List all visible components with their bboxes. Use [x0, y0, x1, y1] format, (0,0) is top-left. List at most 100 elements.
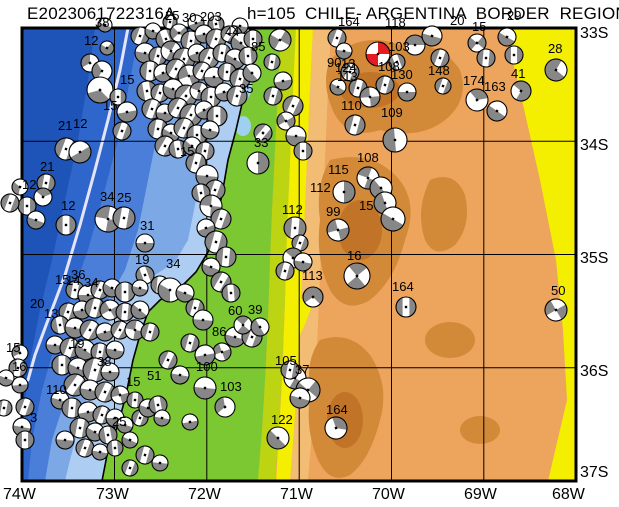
depth-label: 35: [239, 81, 253, 96]
focal-mechanism-beachball: [340, 62, 360, 82]
focal-mechanism-beachball: [434, 77, 452, 95]
focal-mechanism-beachball: [430, 48, 450, 68]
focal-mechanism-beachball: [95, 322, 115, 342]
focal-mechanism-beachball: [99, 40, 115, 56]
focal-mechanism-beachball: [130, 300, 150, 320]
focal-mechanism-beachball: [382, 127, 408, 153]
title-layer: E2023061722316A h=105 CHILE- ARGENTINA B…: [27, 4, 619, 23]
focal-mechanism-beachball: [91, 443, 109, 461]
focal-mechanism-beachball: [180, 333, 200, 353]
x-axis-tick-label: 70W: [372, 486, 406, 503]
x-axis-tick-label: 71W: [280, 486, 314, 503]
depth-label: 34: [166, 256, 180, 271]
focal-mechanism-beachball: [375, 75, 395, 95]
focal-mechanism-beachball: [192, 309, 214, 331]
depth-label: 15: [359, 198, 373, 213]
depth-label: 110: [341, 98, 362, 113]
depth-label: 100: [196, 359, 218, 374]
focal-mechanism-beachball: [50, 315, 70, 335]
focal-mechanism-beachball: [51, 354, 73, 376]
focal-mechanism-beachball: [17, 196, 37, 216]
focal-mechanism-beachball: [266, 426, 290, 450]
depth-label: 21: [40, 159, 54, 174]
x-axis-tick-label: 74W: [3, 486, 37, 503]
focal-mechanism-beachball: [121, 431, 139, 449]
depth-label: 20: [450, 13, 464, 28]
focal-mechanism-beachball: [263, 86, 283, 106]
focal-mechanism-beachball: [201, 257, 221, 277]
focal-mechanism-beachball: [151, 454, 169, 472]
focal-mechanism-beachball: [476, 48, 496, 68]
depth-label: 12: [73, 116, 87, 131]
focal-mechanism-beachball: [79, 319, 101, 341]
focal-mechanism-beachball: [215, 246, 237, 268]
depth-label: 60: [228, 303, 242, 318]
depth-label: 15: [120, 72, 134, 87]
depth-label: 174: [463, 73, 485, 88]
focal-mechanism-beachball: [114, 281, 136, 303]
focal-mechanism-beachball: [106, 439, 124, 457]
focal-mechanism-beachball: [112, 206, 136, 230]
focal-mechanism-beachball: [109, 88, 127, 106]
depth-label: 36: [71, 267, 85, 282]
focal-mechanism-beachball: [82, 357, 108, 383]
depth-label: 99: [326, 204, 340, 219]
depth-label: 20: [30, 296, 44, 311]
x-axis-tick-label: 73W: [96, 486, 130, 503]
depth-label: 12: [84, 33, 98, 48]
focal-mechanism-beachball: [116, 101, 138, 123]
focal-mechanism-beachball: [55, 214, 77, 236]
focal-mechanism-beachball: [263, 53, 281, 71]
depth-label: 3: [30, 410, 37, 425]
depth-label: 15: [180, 144, 194, 159]
depth-label: 90: [327, 55, 341, 70]
mountain-patch-5: [425, 322, 475, 358]
focal-mechanism-beachball: [100, 362, 120, 382]
focal-mechanism-beachball: [343, 262, 371, 290]
depth-label: 103: [220, 379, 242, 394]
depth-label: 13: [341, 56, 355, 71]
y-axis-tick-label: 33S: [580, 25, 608, 42]
mountain-patch-4: [421, 177, 468, 252]
depth-label: 28: [548, 41, 562, 56]
title-depth: h=105: [247, 4, 296, 23]
depth-label: 130: [391, 67, 413, 82]
focal-mechanism-beachball: [238, 46, 258, 66]
depth-label: 14: [66, 273, 80, 288]
depth-label: 12: [61, 198, 75, 213]
depth-label: 108: [357, 150, 379, 165]
depth-label: 38: [95, 15, 109, 30]
focal-mechanism-beachball: [326, 218, 350, 242]
focal-mechanism-beachball: [33, 187, 53, 207]
depth-label: 50: [551, 283, 565, 298]
depth-label: 29: [507, 8, 521, 23]
x-axis-tick-label: 69W: [464, 486, 498, 503]
focal-mechanism-beachball: [465, 88, 489, 112]
depth-label: 39: [248, 302, 262, 317]
focal-mechanism-beachball: [0, 193, 20, 213]
depth-label: 31: [140, 218, 154, 233]
depth-label: 16: [12, 359, 26, 374]
focal-mechanism-beachball: [26, 210, 46, 230]
focal-mechanism-beachball: [140, 322, 160, 342]
focal-mechanism-beachball: [110, 385, 130, 405]
focal-mechanism-beachball: [275, 261, 295, 281]
focal-mechanism-beachball: [15, 430, 35, 450]
focal-mechanism-beachball: [293, 141, 313, 161]
depth-label: 112: [310, 180, 331, 195]
focal-mechanism-beachball: [497, 27, 517, 47]
focal-mechanism-beachball: [170, 365, 190, 385]
focal-mechanism-beachball: [193, 376, 217, 400]
depth-label: 38: [97, 354, 111, 369]
y-axis-tick-label: 37S: [580, 464, 608, 481]
focal-mechanism-beachball: [11, 344, 29, 362]
focal-mechanism-beachball: [380, 206, 406, 232]
depth-label: 110: [46, 382, 67, 397]
depth-label: 163: [484, 79, 506, 94]
depth-label: 85: [251, 39, 265, 54]
y-axis-tick-label: 35S: [580, 250, 608, 267]
focal-mechanism-beachball: [329, 78, 347, 96]
focal-mechanism-beachball: [0, 399, 13, 417]
title-event-id: E2023061722316A: [27, 4, 176, 23]
